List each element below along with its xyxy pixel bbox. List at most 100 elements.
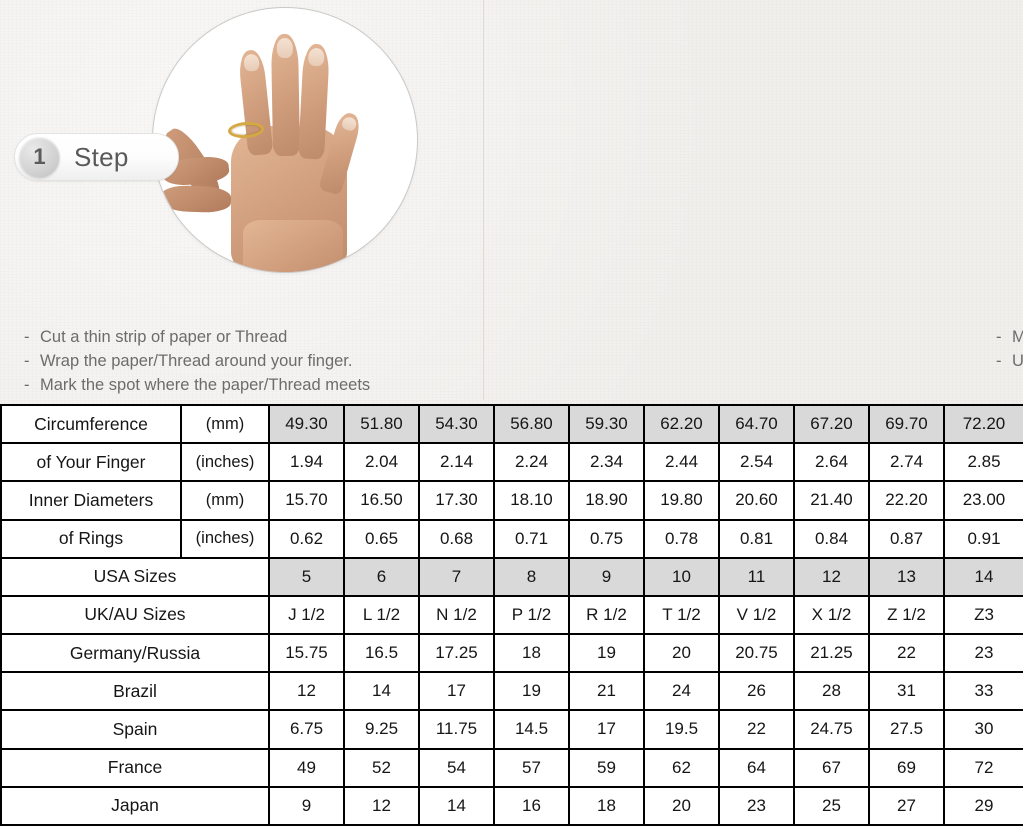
table-cell: 14.5 — [493, 709, 570, 750]
table-row: France 49 52 54 57 59 62 64 67 69 72 — [0, 747, 1023, 788]
row-group-label: Inner Diameters — [0, 480, 182, 521]
table-cell: 18.10 — [493, 480, 570, 521]
table-cell: 51.80 — [343, 403, 420, 445]
table-cell: J 1/2 — [268, 594, 345, 636]
table-cell: T 1/2 — [643, 594, 720, 636]
table-row: Brazil 12 14 17 19 21 24 26 28 31 33 — [0, 671, 1023, 712]
table-cell: 22 — [868, 633, 945, 674]
table-row: of Your Finger (inches) 1.94 2.04 2.14 2.24 2.… — [0, 442, 1023, 483]
table-cell: R 1/2 — [568, 594, 645, 636]
table-cell: 23 — [718, 785, 795, 826]
table-cell: 54 — [418, 747, 495, 788]
table-cell: 0.65 — [343, 518, 420, 559]
table-cell: 33 — [943, 671, 1023, 712]
fingernail — [307, 47, 325, 67]
table-cell: 6.75 — [268, 709, 345, 750]
table-cell: 7 — [418, 556, 495, 597]
table-cell: 2.14 — [418, 442, 495, 483]
table-cell: 2.85 — [943, 442, 1023, 483]
table-cell: 0.71 — [493, 518, 570, 559]
table-cell: 0.87 — [868, 518, 945, 559]
step-1-instructions: - Cut a thin strip of paper or Thread - Wr… — [24, 325, 370, 397]
table-cell: 69.70 — [868, 403, 945, 445]
table-cell: 54.30 — [418, 403, 495, 445]
table-cell: Z 1/2 — [868, 594, 945, 636]
table-cell: 16 — [493, 785, 570, 826]
table-cell: 18 — [493, 633, 570, 674]
table-cell: 17.25 — [418, 633, 495, 674]
table-cell: 9 — [568, 556, 645, 597]
hand-with-thread-illustration — [153, 8, 417, 272]
table-cell: 12 — [793, 556, 870, 597]
row-unit-label: (inches) — [180, 442, 270, 483]
table-cell: 20 — [643, 633, 720, 674]
fingernail — [276, 37, 294, 58]
table-cell: 20.75 — [718, 633, 795, 674]
step-1-number: 1 — [19, 136, 60, 178]
table-row: USA Sizes 5 6 7 8 9 10 11 12 13 14 — [0, 556, 1023, 597]
table-cell: 59 — [568, 747, 645, 788]
table-cell: 62 — [643, 747, 720, 788]
table-cell: 16.5 — [343, 633, 420, 674]
table-cell: 12 — [268, 671, 345, 712]
table-cell: 69 — [868, 747, 945, 788]
table-cell: 0.84 — [793, 518, 870, 559]
table-cell: 13 — [868, 556, 945, 597]
table-cell: 0.62 — [268, 518, 345, 559]
table-cell: 2.04 — [343, 442, 420, 483]
table-row: Japan 9 12 14 16 18 20 23 25 27 29 — [0, 785, 1023, 826]
table-cell: 15.75 — [268, 633, 345, 674]
table-row: Inner Diameters (mm) 15.70 16.50 17.30 18.10 1… — [0, 480, 1023, 521]
table-cell: 19.80 — [643, 480, 720, 521]
panel-divider — [483, 0, 484, 400]
ring-size-table: Circumference (mm) 49.30 51.80 54.30 56.80 59.… — [0, 403, 1023, 826]
row-label: Brazil — [0, 671, 270, 712]
table-cell: 72 — [943, 747, 1023, 788]
table-cell: 28 — [793, 671, 870, 712]
table-cell: 24.75 — [793, 709, 870, 750]
table-cell: 14 — [943, 556, 1023, 597]
table-cell: 24 — [643, 671, 720, 712]
step-1-panel: 1 Step - Cut a thin strip of paper or Thr… — [0, 0, 483, 404]
table-cell: 22 — [718, 709, 795, 750]
step-1-label: Step — [74, 141, 129, 172]
row-label: USA Sizes — [0, 556, 270, 597]
table-cell: X 1/2 — [793, 594, 870, 636]
table-cell: 19.5 — [643, 709, 720, 750]
table-cell: 2.34 — [568, 442, 645, 483]
table-cell: 49.30 — [268, 403, 345, 445]
table-cell: L 1/2 — [343, 594, 420, 636]
table-cell: 17 — [568, 709, 645, 750]
table-cell: 30 — [943, 709, 1023, 750]
table-cell: 18 — [568, 785, 645, 826]
table-cell: 9 — [268, 785, 345, 826]
table-cell: 62.20 — [643, 403, 720, 445]
table-cell: 2.54 — [718, 442, 795, 483]
table-row: Germany/Russia 15.75 16.5 17.25 18 19 20 20.75 2… — [0, 633, 1023, 674]
table-cell: 59.30 — [568, 403, 645, 445]
table-cell: 16.50 — [343, 480, 420, 521]
table-cell: 20.60 — [718, 480, 795, 521]
table-cell: 23 — [943, 633, 1023, 674]
instruction-line: -Use the following chart to determine yo… — [996, 352, 1023, 370]
table-row: of Rings (inches) 0.62 0.65 0.68 0.71 0.75 0.78… — [0, 518, 1023, 559]
row-label: Japan — [0, 785, 270, 826]
table-cell: 67 — [793, 747, 870, 788]
table-cell: 2.24 — [493, 442, 570, 483]
table-cell: 0.78 — [643, 518, 720, 559]
row-group-label: Circumference — [0, 403, 182, 445]
table-cell: 22.20 — [868, 480, 945, 521]
table-cell: V 1/2 — [718, 594, 795, 636]
table-cell: 26 — [718, 671, 795, 712]
table-cell: P 1/2 — [493, 594, 570, 636]
table-cell: 2.44 — [643, 442, 720, 483]
table-cell: 67.20 — [793, 403, 870, 445]
table-cell: 11.75 — [418, 709, 495, 750]
instruction-line: - Mark the spot where the paper/Thread me… — [24, 376, 371, 394]
table-cell: 25 — [793, 785, 870, 826]
table-cell: 29 — [943, 785, 1023, 826]
table-cell: 12 — [343, 785, 420, 826]
table-cell: 0.81 — [718, 518, 795, 559]
table-cell: 27 — [868, 785, 945, 826]
table-body: Circumference (mm) 49.30 51.80 54.30 56.80 59.… — [0, 403, 1023, 826]
